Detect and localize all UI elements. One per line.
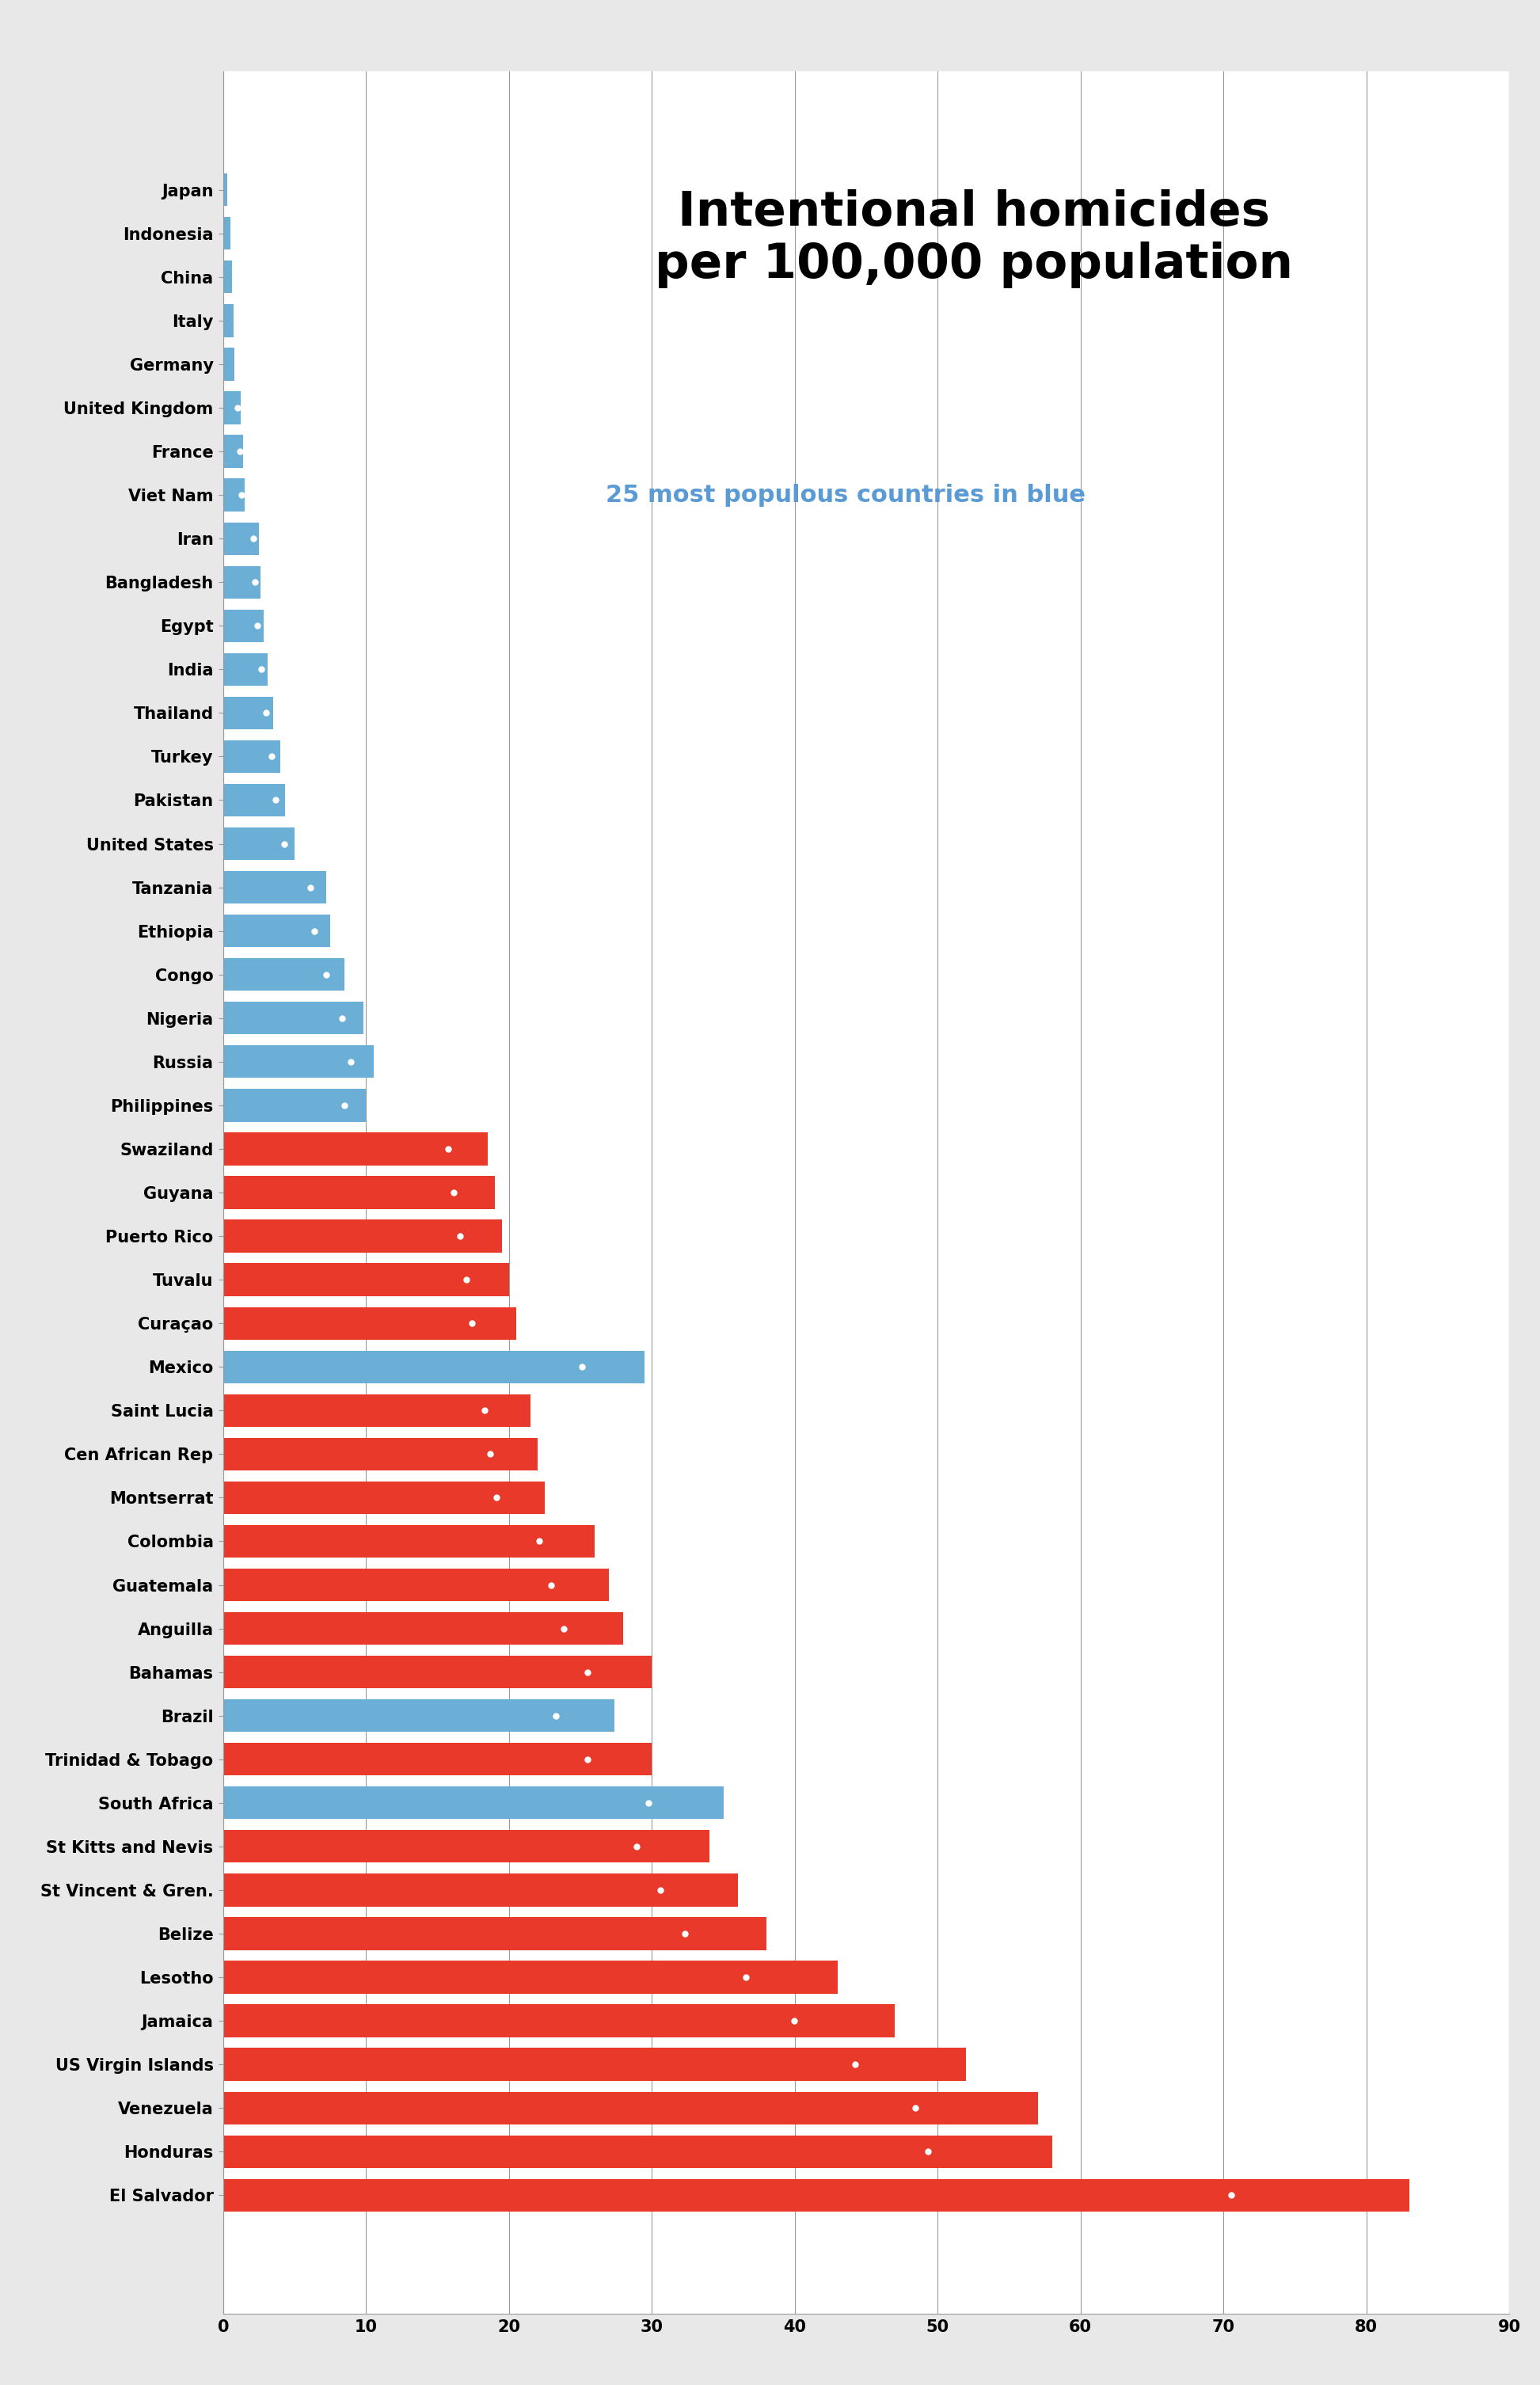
Bar [223, 828, 294, 861]
Bar [223, 696, 273, 730]
Bar [223, 174, 228, 205]
Bar [223, 2003, 895, 2037]
Bar [223, 348, 234, 382]
Text: Intentional homicides
per 100,000 population: Intentional homicides per 100,000 popula… [654, 188, 1294, 289]
Bar [223, 479, 245, 510]
Bar [223, 1655, 651, 1689]
Bar [223, 871, 326, 904]
Bar [223, 959, 345, 990]
Bar [223, 1743, 651, 1774]
Bar [223, 1395, 530, 1426]
Bar [223, 391, 240, 425]
Bar [223, 653, 268, 687]
Text: 25 most populous countries in blue: 25 most populous countries in blue [605, 484, 1086, 508]
Bar [223, 1829, 708, 1863]
Bar [223, 2135, 1052, 2168]
Bar [223, 785, 285, 816]
Bar [223, 565, 260, 599]
Bar [223, 2092, 1038, 2125]
Bar [223, 1698, 614, 1732]
Bar [223, 1002, 363, 1035]
Bar [223, 1918, 767, 1951]
Bar [223, 1350, 645, 1383]
Bar [223, 1612, 624, 1646]
Bar [223, 1960, 838, 1994]
Bar [223, 217, 231, 250]
Bar [223, 1524, 594, 1557]
Bar [223, 1090, 367, 1121]
Bar [223, 1133, 488, 1166]
Bar [223, 1219, 502, 1252]
Bar [223, 434, 243, 467]
Bar [223, 1438, 537, 1472]
Bar [223, 611, 263, 642]
Bar [223, 1569, 608, 1600]
Bar [223, 1045, 373, 1078]
Bar [223, 260, 233, 293]
Bar [223, 1264, 510, 1295]
Bar [223, 1875, 738, 1906]
Bar [223, 2049, 966, 2080]
Bar [223, 1786, 724, 1820]
Bar [223, 739, 280, 773]
Bar [223, 1481, 545, 1514]
Bar [223, 522, 259, 556]
Bar [223, 913, 331, 947]
Bar [223, 2180, 1409, 2211]
Bar [223, 305, 233, 336]
Bar [223, 1176, 494, 1209]
Bar [223, 1307, 516, 1340]
